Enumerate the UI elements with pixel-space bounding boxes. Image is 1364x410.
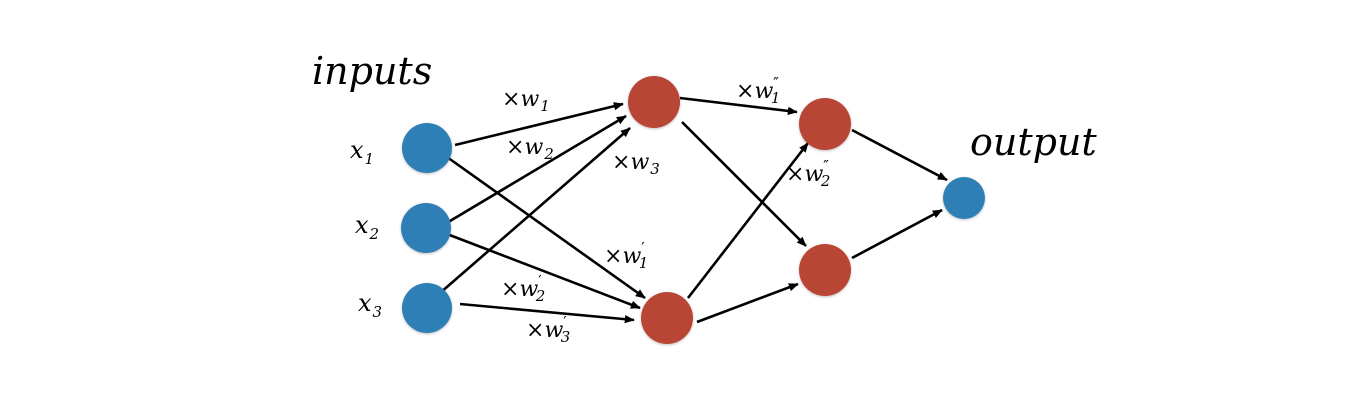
hidden-node-2b [799, 244, 851, 296]
weight-label-w2-prime: ×w′ 2 [501, 272, 545, 305]
weight-label-w2: ×w2 [506, 135, 554, 163]
hidden-node-2a [799, 98, 851, 150]
input-node-x2 [401, 203, 451, 253]
weight-label-w3-prime: ×w′ 3 [526, 313, 570, 346]
weight-label-w3: ×w3 [612, 150, 660, 178]
hidden-node-1a [628, 76, 680, 128]
edge-x1-h1a [454, 102, 624, 147]
weight-label-w1: ×w1 [502, 87, 550, 115]
edges [439, 96, 948, 324]
input-label-x2: x2 [355, 211, 379, 243]
output-label: output [970, 120, 1097, 164]
input-label-x3: x3 [358, 289, 382, 321]
hidden-node-1b [641, 292, 693, 344]
nodes [401, 76, 985, 344]
weight-label-w1-prime: ×w′ 1 [604, 239, 648, 272]
edge-x2-h1b [446, 232, 641, 310]
edge-x3-h1b [459, 302, 635, 324]
edge-h1b-h2b [696, 282, 799, 324]
inputs-label: inputs [312, 49, 432, 93]
edge-h1a-h2b [681, 121, 807, 247]
edge-h2a-out [851, 128, 948, 182]
edge-x1-h1b [446, 155, 646, 300]
weight-label-w2-double-prime: ×w″ 2 [786, 157, 830, 190]
edge-x2-h1a [444, 114, 627, 226]
weight-label-w1-double-prime: ×w″ 1 [736, 74, 780, 107]
edge-h1b-h2a [686, 142, 810, 299]
input-label-x1: x1 [350, 136, 374, 168]
edge-x3-h1a [439, 127, 631, 294]
input-node-x3 [402, 283, 452, 333]
edge-h1a-h2a [679, 96, 798, 116]
output-node [943, 177, 985, 219]
edge-h2b-out [851, 208, 943, 260]
input-node-x1 [402, 123, 452, 173]
